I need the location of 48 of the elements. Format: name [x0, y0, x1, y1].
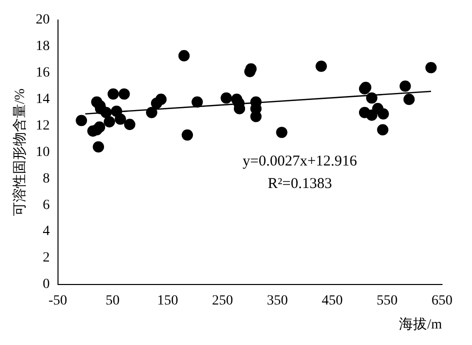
- point: [110, 106, 122, 117]
- point: [100, 106, 112, 118]
- y-tick-label: 14: [36, 92, 50, 107]
- point: [182, 129, 193, 141]
- point: [108, 88, 119, 100]
- y-tick-label: 16: [36, 66, 50, 81]
- y-tick-label: 12: [36, 118, 50, 134]
- point: [76, 114, 88, 126]
- point: [155, 94, 167, 105]
- y-tick-label: 10: [36, 144, 50, 160]
- x-tick-label: 50: [106, 293, 120, 308]
- y-tick-label: 6: [42, 198, 50, 213]
- annotation: R²=0.1383: [268, 176, 332, 192]
- point: [104, 116, 116, 128]
- x-tick-label: 350: [266, 293, 288, 308]
- point: [425, 62, 437, 74]
- point: [118, 88, 130, 100]
- point: [403, 94, 415, 105]
- annotation: y=0.0027x+12.916: [242, 153, 358, 170]
- y-tick-label: 0: [42, 277, 50, 292]
- x-tick-label: 250: [212, 293, 233, 308]
- x-tick-label: 650: [432, 293, 452, 308]
- point: [400, 80, 411, 92]
- point: [92, 141, 104, 153]
- x-tick-label: 550: [376, 293, 398, 308]
- y-tick-label: 20: [36, 12, 50, 28]
- point: [94, 121, 106, 133]
- y-tick-label: 2: [42, 250, 50, 266]
- x-tick-label: 450: [322, 293, 343, 308]
- point: [114, 114, 126, 125]
- point: [178, 50, 190, 62]
- point: [276, 126, 288, 138]
- y-axis-title: 可溶性固形物含量/%: [12, 88, 28, 216]
- point: [146, 106, 158, 118]
- point: [366, 110, 378, 121]
- point: [316, 60, 327, 72]
- point: [366, 92, 378, 104]
- point: [378, 108, 389, 120]
- y-tick-label: 18: [36, 39, 50, 54]
- point: [124, 118, 136, 130]
- x-axis-title: 海拔/m: [399, 316, 442, 332]
- point: [192, 96, 203, 108]
- point: [220, 92, 232, 104]
- y-tick-label: 8: [42, 171, 50, 186]
- x-tick-label: -50: [48, 293, 68, 308]
- x-tick-label: 150: [157, 293, 178, 308]
- point: [377, 124, 388, 136]
- y-tick-label: 4: [42, 224, 50, 240]
